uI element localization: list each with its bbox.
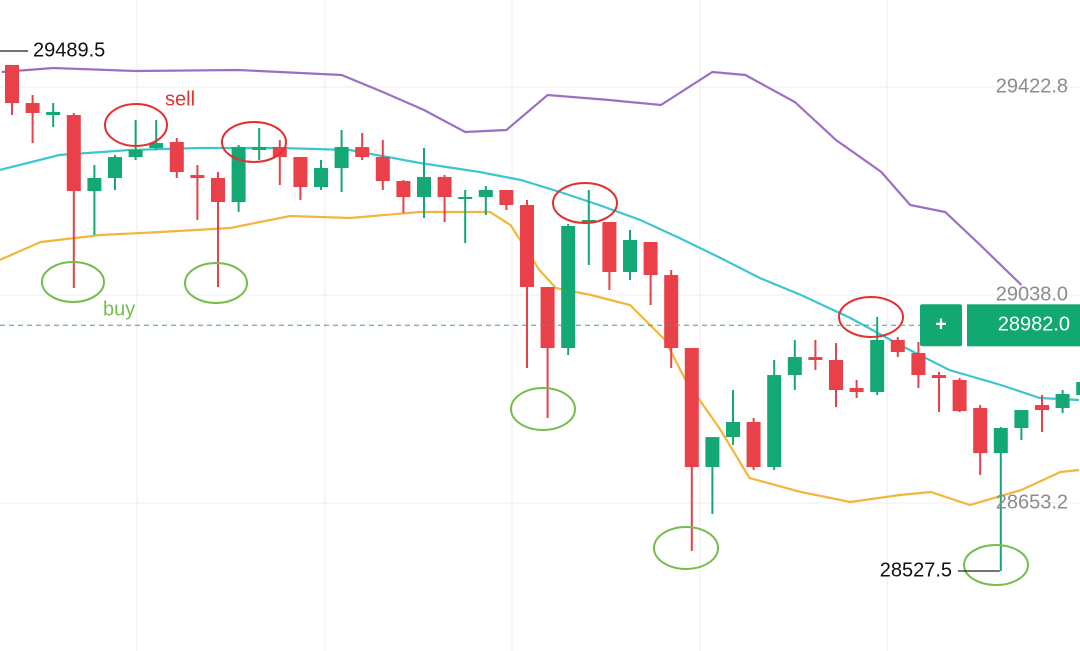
price-markers: +28982.0 29489.5 28527.5 — [0, 39, 1080, 581]
y-tick-label: 29422.8 — [996, 75, 1068, 97]
candle-body — [396, 181, 411, 198]
sell-circle — [104, 103, 168, 147]
last-price-label: 28982.0 — [998, 314, 1070, 336]
candle-body — [746, 422, 761, 468]
indicator-line — [0, 210, 1080, 507]
sell-circle — [838, 296, 904, 338]
candle-body — [46, 112, 61, 116]
y-axis: 28653.2 29038.0 29422.8 — [996, 75, 1068, 513]
candle-body — [66, 115, 81, 192]
indicator-line — [1, 66, 1023, 286]
candle-body — [355, 147, 370, 158]
candle-body — [478, 190, 493, 198]
annotations: sell buy — [41, 88, 1029, 586]
sell-circle — [221, 121, 287, 163]
candle-body — [520, 205, 534, 288]
candle-body — [561, 226, 576, 349]
candle-body — [417, 177, 431, 198]
buy-circle — [510, 387, 576, 431]
candle-body — [540, 287, 555, 349]
candle-body — [993, 428, 1008, 454]
candle-body — [252, 147, 267, 151]
y-tick-label: 29038.0 — [996, 283, 1068, 305]
add-button-bg[interactable] — [920, 304, 962, 347]
candle-body — [293, 157, 308, 188]
low-marker-label: 28527.5 — [880, 559, 952, 581]
candle-body — [314, 168, 328, 188]
candle-body — [705, 437, 720, 468]
candle-body — [499, 190, 514, 206]
candles — [5, 64, 1080, 571]
candle-body — [870, 340, 885, 393]
candle-body — [787, 357, 802, 376]
candle-body — [375, 157, 390, 182]
candle-body — [1055, 394, 1070, 409]
candle-body — [231, 147, 246, 203]
buy-circle — [963, 544, 1029, 586]
sell-label: sell — [165, 88, 195, 110]
candle-body — [128, 150, 143, 158]
candle-body — [169, 142, 184, 173]
candle-body — [849, 388, 864, 393]
horizontal-grid — [0, 86, 1080, 504]
indicator-lines — [0, 66, 1080, 507]
candle-body — [952, 380, 967, 412]
candle-body — [932, 375, 946, 379]
buy-circle — [653, 526, 719, 570]
candle-body — [190, 175, 205, 179]
candle-body — [767, 375, 782, 468]
candle-body — [334, 147, 349, 169]
candle-body — [25, 103, 40, 113]
candle-body — [829, 360, 843, 391]
candle-body — [581, 220, 596, 223]
y-tick-label: 28653.2 — [996, 491, 1068, 513]
candle-body — [149, 143, 164, 149]
candle-body — [1014, 410, 1029, 429]
candle-body — [5, 64, 19, 104]
candle-body — [437, 177, 452, 198]
buy-circle — [184, 262, 248, 304]
candle-body — [623, 240, 637, 273]
candle-body — [643, 242, 658, 276]
candle-body — [726, 422, 740, 438]
candle-body — [1035, 405, 1049, 411]
candle-body — [890, 340, 905, 353]
buy-label: buy — [103, 298, 135, 320]
high-marker-label: 29489.5 — [33, 39, 105, 61]
candle-body — [211, 178, 225, 203]
candle-body — [684, 348, 699, 468]
candle-body — [602, 222, 617, 273]
candle-body — [272, 147, 287, 158]
sell-circle — [552, 182, 618, 224]
candle-body — [973, 408, 988, 454]
candle-body — [87, 178, 102, 192]
add-button[interactable]: + — [935, 314, 947, 336]
vertical-grid — [136, 0, 888, 651]
candle-body — [808, 357, 823, 361]
candle-body — [1076, 382, 1080, 396]
buy-circle — [41, 261, 105, 303]
candle-body — [458, 197, 473, 200]
candle-body — [664, 275, 679, 349]
candle-body — [108, 157, 122, 179]
candle-body — [911, 353, 926, 376]
last-price-bg — [967, 304, 1080, 347]
